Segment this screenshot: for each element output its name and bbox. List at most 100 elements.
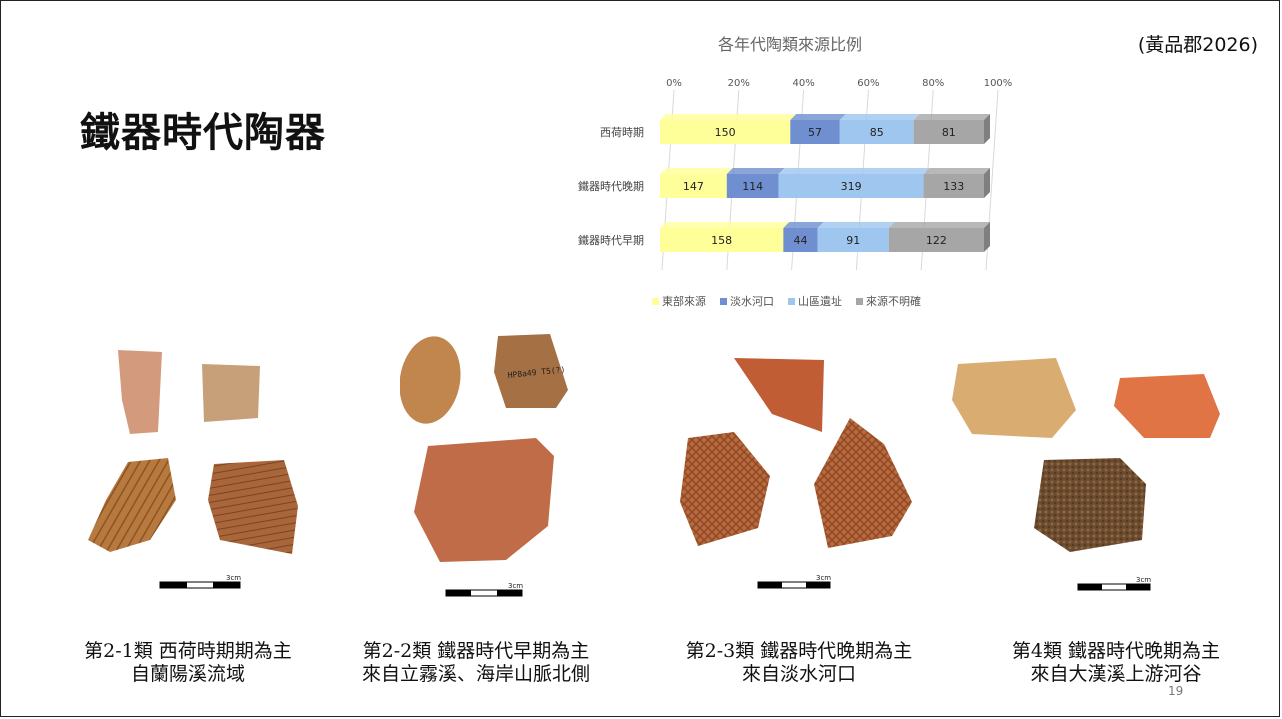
sherd (1114, 374, 1220, 438)
sherd (814, 418, 912, 548)
caption-line: 來自大漢溪上游河谷 (1030, 663, 1202, 685)
scale-bar: 3cm (1077, 576, 1151, 591)
scale-bar: 3cm (159, 574, 241, 589)
chart-title: 各年代陶類來源比例 (718, 35, 862, 54)
caption-line: 自蘭陽溪流域 (130, 663, 245, 685)
sherd (400, 336, 461, 424)
legend-label: 來源不明確 (866, 294, 921, 308)
bar-segment (790, 120, 840, 144)
chart-bars: 150 57 85 81 147 114 319 133 158 44 91 122 (660, 114, 990, 252)
sherd (952, 358, 1076, 438)
bar-top (726, 168, 785, 174)
chart-x-ticks: 0% 20% 40% 60% 80% 100% (666, 78, 1012, 89)
sherd (118, 350, 162, 434)
sherd (208, 460, 298, 554)
legend-swatch (652, 298, 659, 305)
bar-side (984, 114, 990, 144)
sherd (202, 364, 260, 422)
sherd (680, 432, 770, 546)
caption-line: 來自淡水河口 (741, 663, 856, 685)
category-label: 鐵器時代早期 (578, 233, 644, 247)
bar-segment (888, 228, 984, 252)
sherd (494, 334, 568, 408)
bar-top (790, 114, 846, 120)
x-tick-label: 80% (922, 78, 944, 89)
sherd-group-2-3: 3cm (680, 358, 912, 589)
citation: (黃品郡2026) (1137, 34, 1258, 56)
bar-value-label: 44 (794, 234, 808, 247)
caption-type-2-2: 第2-2類 鐵器時代早期為主 來自立霧溪、海岸山脈北側 (336, 640, 616, 686)
caption-line: 第4類 鐵器時代晚期為主 (1011, 640, 1221, 662)
scale-label: 3cm (508, 582, 523, 590)
sherd (1034, 458, 1146, 552)
bar-top (817, 222, 895, 228)
bar-segment (778, 174, 924, 198)
bar-value-label: 57 (808, 126, 822, 139)
sherd-group-2-1: 3cm (88, 350, 298, 589)
scale-label: 3cm (816, 574, 831, 582)
bar-top (660, 168, 733, 174)
category-label: 鐵器時代晚期 (578, 179, 644, 193)
page-number: 19 (1168, 684, 1184, 698)
legend-swatch (720, 298, 727, 305)
x-tick-label: 60% (857, 78, 879, 89)
bar-top (888, 222, 990, 228)
scale-bar: 3cm (757, 574, 831, 589)
legend-label: 淡水河口 (730, 295, 774, 308)
bar-value-label: 150 (715, 126, 736, 139)
bar-segment (923, 174, 984, 198)
legend-label: 東部來源 (662, 294, 706, 308)
bar-top (660, 222, 790, 228)
bar-value-label: 147 (683, 180, 704, 193)
slide-title: 鐵器時代陶器 (80, 110, 326, 156)
bar-segment (660, 228, 784, 252)
bar-value-label: 91 (846, 234, 860, 247)
caption-type-4: 第4類 鐵器時代晚期為主 來自大漢溪上游河谷 (984, 640, 1248, 686)
category-label: 西荷時期 (600, 126, 644, 139)
legend-label: 山區遺址 (798, 294, 842, 308)
x-tick-label: 40% (792, 78, 814, 89)
stacked-bar-chart: 各年代陶類來源比例 0% 20% 40% 60% 80% 100% 西荷時期鐵器時代晚期鐵… (578, 35, 1012, 308)
bar-segment (913, 120, 984, 144)
caption-line: 第2-3類 鐵器時代晚期為主 (685, 640, 913, 662)
bar-value-label: 114 (742, 180, 763, 193)
bar-side (984, 168, 990, 198)
sherd-group-2-2: HP8a49 T5(?) 3cm (400, 334, 568, 597)
sherd (734, 358, 824, 432)
bar-value-label: 158 (711, 234, 732, 247)
x-tick-label: 0% (666, 78, 682, 89)
bar-top (839, 114, 920, 120)
caption-line: 來自立霧溪、海岸山脈北側 (361, 663, 590, 685)
bar-segment (660, 174, 727, 198)
bar-value-label: 133 (943, 180, 964, 193)
bar-segment (839, 120, 914, 144)
bar-value-label: 81 (942, 126, 956, 139)
bar-segment (660, 120, 791, 144)
bar-top (913, 114, 990, 120)
legend-swatch (856, 298, 863, 305)
bar-value-label: 122 (926, 234, 947, 247)
sherd (88, 458, 176, 552)
caption-line: 第2-2類 鐵器時代早期為主 (362, 640, 590, 662)
legend-swatch (788, 298, 795, 305)
bar-top (923, 168, 990, 174)
bar-value-label: 319 (841, 180, 862, 193)
bar-top (783, 222, 824, 228)
bar-top (778, 168, 930, 174)
bar-segment (726, 174, 779, 198)
sherd-group-4: 3cm (952, 358, 1220, 591)
scale-label: 3cm (1136, 576, 1151, 584)
x-tick-label: 100% (984, 78, 1013, 89)
bar-segment (817, 228, 889, 252)
caption-line: 第2-1類 西荷時期期為主 (84, 640, 292, 662)
sherd (414, 438, 554, 562)
bar-top (660, 114, 797, 120)
chart-legend: 東部來源 淡水河口 山區遺址 來源不明確 (652, 294, 921, 308)
scale-label: 3cm (226, 574, 241, 582)
scale-bar: 3cm (445, 582, 523, 597)
bar-segment (783, 228, 818, 252)
x-tick-label: 20% (728, 78, 750, 89)
bar-value-label: 85 (870, 126, 884, 139)
caption-type-2-3: 第2-3類 鐵器時代晚期為主 來自淡水河口 (656, 640, 942, 686)
